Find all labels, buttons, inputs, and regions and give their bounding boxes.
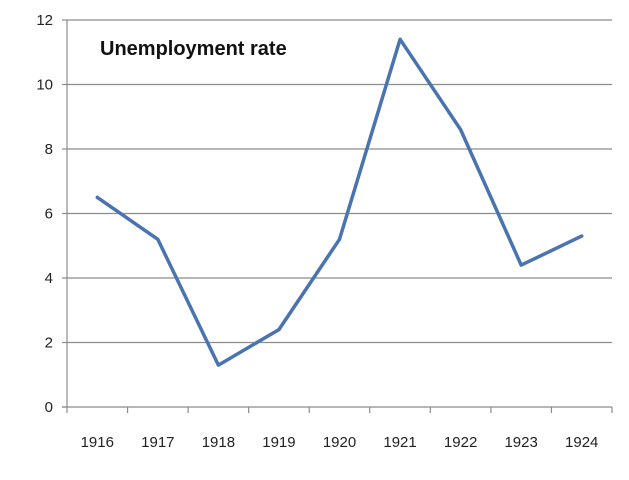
x-tick-label-1923: 1923: [504, 434, 537, 451]
data-point-1919: [277, 328, 281, 332]
x-tick-label-1920: 1920: [323, 434, 356, 451]
data-point-1917: [156, 237, 160, 241]
series-line-0: [95, 37, 584, 367]
y-tick-label-2: 2: [45, 335, 53, 352]
data-point-1918: [216, 363, 220, 367]
y-tick-label-0: 0: [45, 399, 53, 416]
data-point-1920: [338, 237, 341, 241]
x-tick-label-1924: 1924: [565, 434, 598, 451]
y-tick-label-10: 10: [36, 77, 53, 94]
y-tick-label-6: 6: [45, 206, 53, 223]
x-tick-label-1917: 1917: [141, 434, 174, 451]
y-tick-label-12: 12: [36, 12, 53, 29]
x-tick-label-1922: 1922: [444, 434, 477, 451]
x-tick-label-1916: 1916: [81, 434, 114, 451]
data-point-1922: [459, 128, 463, 132]
chart-title: Unemployment rate: [100, 38, 287, 60]
x-tick-label-1921: 1921: [383, 434, 416, 451]
series-layer: [95, 37, 584, 367]
x-tick-label-1918: 1918: [202, 434, 235, 451]
y-tick-label-8: 8: [45, 141, 53, 158]
data-point-1923: [519, 263, 523, 267]
gridlines: [67, 19, 612, 344]
y-tick-label-4: 4: [45, 270, 53, 287]
data-point-1916: [95, 195, 99, 199]
data-point-1924: [580, 234, 584, 238]
axes: [62, 19, 613, 413]
x-tick-labels: 1916 1917 1918 1919 1920 1921 1922 1923 1924: [81, 434, 599, 451]
data-point-1921: [398, 37, 402, 41]
y-tick-labels: 0 2 4 6 8 10 12: [36, 12, 53, 416]
x-tick-label-1919: 1919: [262, 434, 295, 451]
